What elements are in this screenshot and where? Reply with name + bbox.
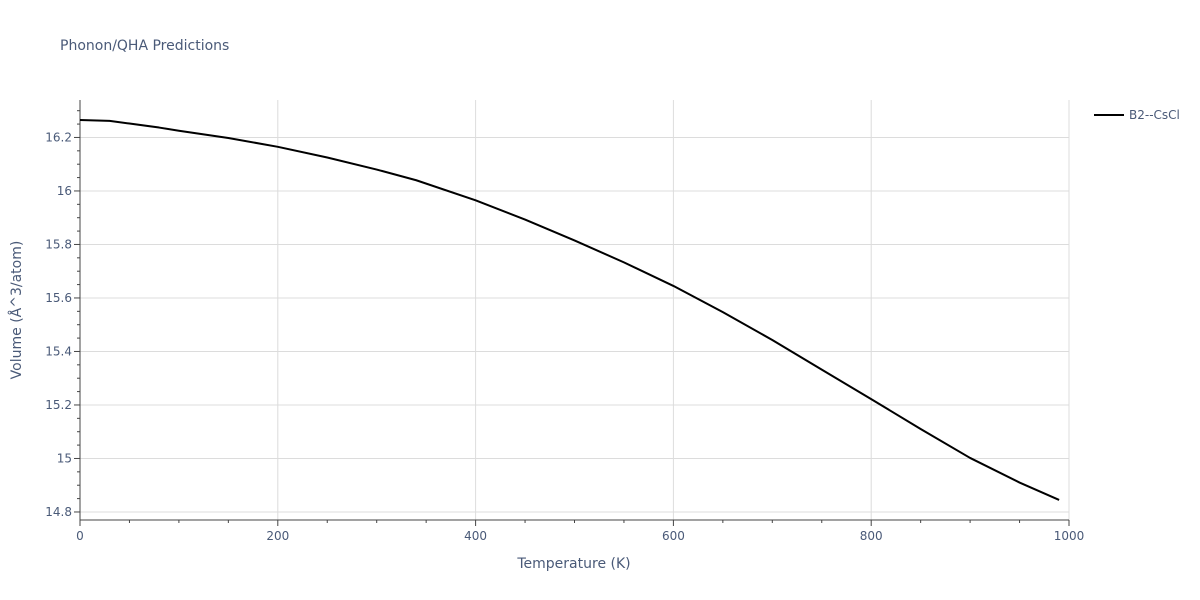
y-tick-label: 15.6	[45, 291, 72, 305]
y-tick-label: 15.2	[45, 398, 72, 412]
x-axis-title: Temperature (K)	[516, 556, 630, 572]
x-tick-label: 0	[76, 529, 84, 543]
x-tick-label: 800	[860, 529, 883, 543]
series-line	[79, 119, 1060, 501]
y-tick-label: 15.4	[45, 344, 72, 358]
legend[interactable]: B2--CsCl	[1094, 108, 1180, 122]
chart-title: Phonon/QHA Predictions	[60, 38, 229, 54]
x-tick-label: 1000	[1054, 529, 1085, 543]
y-tick-label: 16	[57, 184, 72, 198]
y-tick-label: 15.8	[45, 237, 72, 251]
y-tick-label: 15	[57, 451, 72, 465]
axes	[74, 100, 1070, 526]
grid	[80, 100, 1070, 520]
tick-labels: 0 200 400 600 800 1000 14.8 15 15.2 15.4 15.6 15.8 1…	[45, 130, 1084, 543]
y-tick-label: 14.8	[45, 505, 72, 519]
x-tick-label: 400	[464, 529, 487, 543]
y-axis-title: Volume (Å^3/atom)	[8, 241, 25, 380]
x-tick-label: 600	[662, 529, 685, 543]
plot-area	[79, 119, 1060, 501]
legend-item[interactable]: B2--CsCl	[1094, 108, 1180, 122]
x-tick-label: 200	[266, 529, 289, 543]
y-tick-label: 16.2	[45, 130, 72, 144]
legend-label: B2--CsCl	[1129, 108, 1180, 122]
